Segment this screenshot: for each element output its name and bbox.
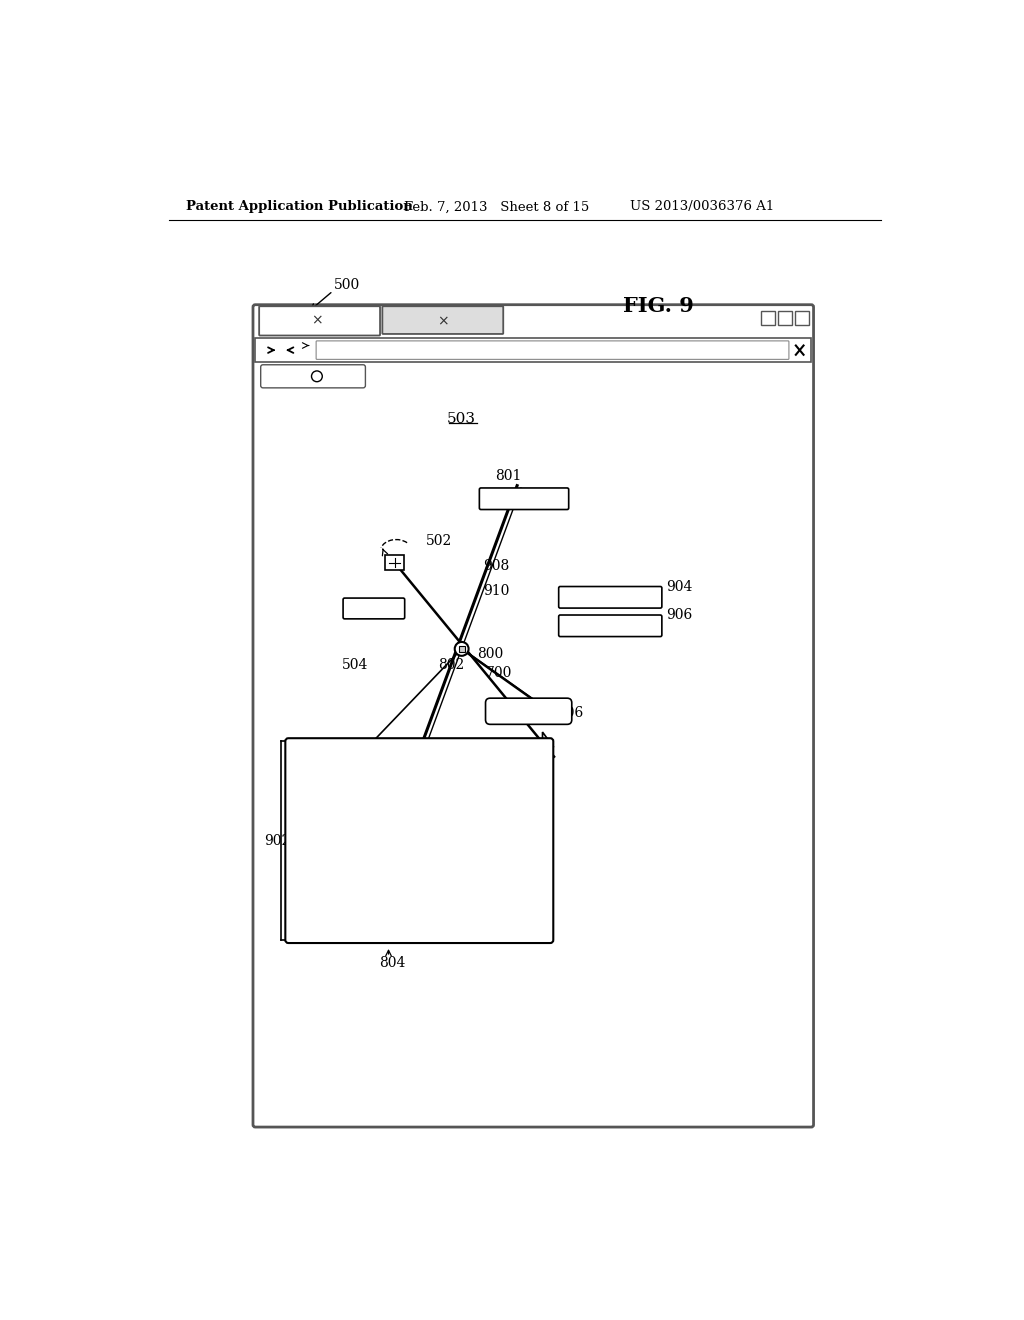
Text: 906: 906 [667,609,692,622]
Text: DEFGH: DEFGH [298,748,349,762]
Bar [778,312,792,325]
Text: 908: 908 [483,560,510,573]
Text: IAF: IAF [345,818,370,832]
Text: 500: 500 [334,279,360,293]
Text: Enroute Usage: Enroute Usage [563,590,657,603]
Bar [385,554,403,570]
Text: ×: × [311,314,323,327]
Text: Yes: Yes [365,921,387,935]
Text: 502: 502 [425,535,452,548]
Text: 802: 802 [438,659,464,672]
Text: Patent Application Publication: Patent Application Publication [186,201,413,214]
Text: Terminal Usage: Terminal Usage [560,619,660,631]
Text: 504: 504 [342,659,369,672]
FancyBboxPatch shape [316,341,788,359]
Bar [795,312,809,325]
Text: ×: × [437,314,449,329]
Text: Enroute: Enroute [359,841,416,854]
Text: Name:: Name: [298,865,343,878]
Text: Datum:: Datum: [298,911,348,924]
Text: Named:: Named: [298,795,351,808]
Text: 804: 804 [379,956,406,970]
Bar [761,312,775,325]
Text: N 39 17 26.59 W 119 35 21.23: N 39 17 26.59 W 119 35 21.23 [298,760,493,774]
FancyBboxPatch shape [382,306,503,334]
FancyBboxPatch shape [343,598,404,619]
Bar [255,338,811,363]
FancyBboxPatch shape [479,488,568,510]
Text: US 2013/0036376 A1: US 2013/0036376 A1 [630,201,774,214]
FancyBboxPatch shape [559,586,662,609]
Text: Enroute: Enroute [327,783,383,796]
Text: Low RNAV/Low Conv: Low RNAV/Low Conv [374,807,518,820]
Text: ARINC Usage:: ARINC Usage: [298,841,394,854]
Text: 305°: 305° [503,704,534,717]
Text: 14.06 East: 14.06 East [379,899,453,912]
Text: Name Format:: Name Format: [298,875,393,888]
Text: Commissioned:: Commissioned: [298,921,398,935]
Text: Published Named Fix: Published Named Fix [359,875,509,888]
Text: 902: 902 [264,834,290,847]
Text: Procedure Usage:: Procedure Usage: [298,829,416,842]
Text: KABC: KABC [355,601,392,614]
Text: 910: 910 [483,585,510,598]
Text: ILS Rwy 30: ILS Rwy 30 [487,492,560,506]
FancyBboxPatch shape [485,698,571,725]
FancyBboxPatch shape [286,738,553,942]
FancyBboxPatch shape [259,306,380,335]
Circle shape [455,642,469,656]
Text: 506: 506 [558,706,584,719]
Bar [459,645,465,652]
Text: Waypoint: Waypoint [324,748,387,762]
Text: Airspace Usage:: Airspace Usage: [298,807,406,820]
Text: 503: 503 [447,412,476,425]
Text: 904: 904 [667,581,693,594]
Text: 800: 800 [477,647,504,660]
Text: 801: 801 [495,470,521,483]
FancyBboxPatch shape [261,364,366,388]
Text: FIG. 9: FIG. 9 [624,296,694,317]
Text: Type:: Type: [298,783,337,796]
Text: Feb. 7, 2013   Sheet 8 of 15: Feb. 7, 2013 Sheet 8 of 15 [403,201,589,214]
FancyBboxPatch shape [253,305,813,1127]
Text: North American 1983: North American 1983 [331,911,483,924]
Text: Dynamic Mag Var:: Dynamic Mag Var: [298,899,419,912]
Text: 700: 700 [486,665,513,680]
Text: DEFGH: DEFGH [327,865,378,878]
Text: Combined Int and RNAV Wpt: Combined Int and RNAV Wpt [331,795,536,808]
FancyBboxPatch shape [559,615,662,636]
Text: Function:: Function: [298,818,361,832]
Text: Z Multiple: Z Multiple [379,829,452,842]
